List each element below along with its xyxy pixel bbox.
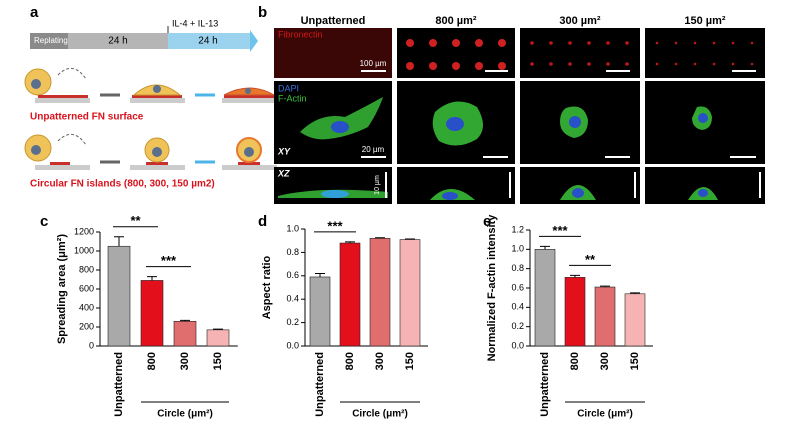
- y-tick-label: 1000: [74, 245, 94, 255]
- view-label: XZ: [277, 168, 290, 178]
- x-tick-label: Unpatterned: [314, 352, 326, 417]
- x-axis-label: Circle (μm²): [352, 409, 408, 420]
- column-header: 300 µm²: [559, 15, 601, 27]
- y-tick-label: 600: [79, 283, 94, 293]
- stain-label: F-Actin: [278, 93, 307, 103]
- y-tick-label: 400: [79, 302, 94, 312]
- error-bar: [405, 238, 415, 240]
- scale-label: 10 µm: [374, 175, 381, 195]
- y-tick-label: 0.8: [511, 263, 524, 273]
- y-axis-label: Normalized F-actin intensity: [486, 214, 498, 362]
- x-tick-label: 300: [374, 352, 386, 370]
- bar: [624, 293, 646, 347]
- y-tick-label: 0.4: [511, 302, 524, 312]
- significance-label: ***: [552, 223, 568, 238]
- y-tick-label: 1200: [74, 226, 94, 236]
- error-bar: [213, 328, 223, 330]
- timeline-label: Replating: [34, 36, 68, 45]
- y-tick-label: 0.0: [511, 340, 524, 350]
- y-tick-label: 0.0: [286, 340, 299, 350]
- error-bar: [375, 237, 385, 239]
- x-tick-label: 150: [629, 352, 641, 370]
- cell-diagram: [24, 68, 277, 170]
- column-header: Unpatterned: [301, 15, 366, 27]
- error-bar: [540, 245, 550, 250]
- x-tick-label: Unpatterned: [113, 352, 125, 417]
- y-tick-label: 0: [89, 340, 94, 350]
- panel-label: d: [258, 213, 267, 230]
- column-header: 800 µm²: [435, 15, 477, 27]
- panel-label: a: [30, 4, 39, 21]
- bar: [107, 245, 131, 347]
- x-tick-label: 800: [146, 352, 158, 370]
- error-bar: [345, 241, 355, 244]
- panel-label: c: [40, 213, 48, 230]
- timeline-label: 24 h: [198, 36, 217, 47]
- significance-label: **: [130, 213, 141, 228]
- bar: [173, 320, 197, 347]
- x-axis-label: Circle (μm²): [157, 409, 213, 420]
- x-tick-label: Unpatterned: [539, 352, 551, 417]
- bar: [140, 280, 164, 347]
- error-bar: [315, 272, 325, 277]
- panel-label: b: [258, 4, 267, 21]
- stain-label: DAPI: [278, 83, 299, 93]
- y-axis-label: Aspect ratio: [261, 255, 273, 319]
- bar: [594, 286, 616, 347]
- treatment-label: IL-4 + IL-13: [172, 18, 218, 28]
- y-tick-label: 0.2: [286, 317, 299, 327]
- significance-label: **: [585, 252, 596, 267]
- scale-label: 20 µm: [362, 145, 385, 154]
- x-tick-label: 800: [344, 352, 356, 370]
- micrographs: [274, 28, 765, 204]
- y-tick-label: 200: [79, 321, 94, 331]
- error-bar: [114, 236, 124, 247]
- x-tick-label: 150: [212, 352, 224, 370]
- x-tick-label: 150: [404, 352, 416, 370]
- x-tick-label: 300: [179, 352, 191, 370]
- y-tick-label: 0.8: [286, 247, 299, 257]
- bar: [369, 238, 391, 347]
- caption: Unpatterned FN surface: [30, 112, 144, 123]
- y-tick-label: 0.6: [511, 282, 524, 292]
- view-label: XY: [277, 146, 291, 156]
- bar: [534, 249, 556, 347]
- x-axis-label: Circle (μm²): [577, 409, 633, 420]
- y-tick-label: 0.2: [511, 321, 524, 331]
- bar: [399, 239, 421, 347]
- significance-label: ***: [161, 253, 177, 268]
- bar: [339, 242, 361, 347]
- error-bar: [630, 292, 640, 294]
- y-tick-label: 0.6: [286, 270, 299, 280]
- y-tick-label: 1.2: [511, 224, 524, 234]
- x-tick-label: 800: [569, 352, 581, 370]
- y-tick-label: 1.0: [286, 223, 299, 233]
- y-tick-label: 800: [79, 264, 94, 274]
- caption: Circular FN islands (800, 300, 150 µm2): [30, 179, 215, 190]
- stain-label: Fibronectin: [278, 29, 323, 39]
- bar: [206, 329, 230, 347]
- significance-label: ***: [327, 218, 343, 233]
- y-tick-label: 0.4: [286, 294, 299, 304]
- scale-label: 100 µm: [360, 59, 387, 68]
- bar: [309, 276, 331, 347]
- bar: [564, 277, 586, 347]
- error-bar: [147, 276, 157, 281]
- error-bar: [600, 285, 610, 288]
- error-bar: [570, 274, 580, 278]
- timeline-label: 24 h: [108, 36, 127, 47]
- column-header: 150 µm²: [684, 15, 726, 27]
- panel-label: e: [483, 213, 491, 230]
- y-axis-label: Spreading area (μm²): [56, 234, 68, 344]
- y-tick-label: 1.0: [511, 244, 524, 254]
- x-tick-label: 300: [599, 352, 611, 370]
- timeline: [30, 26, 258, 52]
- error-bar: [180, 319, 190, 322]
